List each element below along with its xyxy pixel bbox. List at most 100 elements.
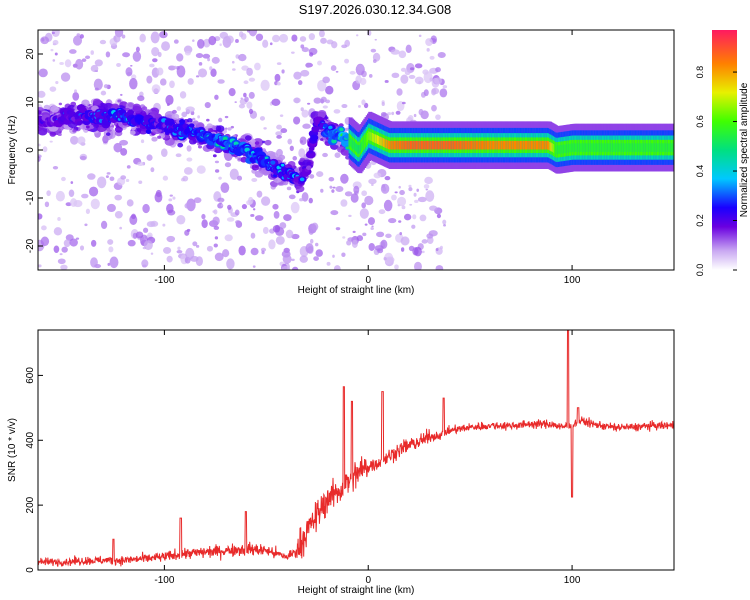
snr-panel: -100 0 100 0 200 400 600 Height of straight li…	[7, 329, 675, 596]
spectrogram-noise-blob	[185, 106, 195, 113]
spectrogram-noise-blob	[60, 72, 71, 82]
spectrogram-noise-blob	[113, 34, 121, 43]
spectrogram-noise-blob	[202, 53, 211, 59]
spectrogram-noise-blob	[368, 178, 377, 185]
spectrogram-noise-blob	[408, 187, 413, 192]
spectrogram-noise-blob	[322, 152, 328, 158]
spectrogram-noise-blob	[38, 213, 43, 220]
spectrogram-noise-blob	[335, 227, 341, 231]
spectrogram-noise-blob	[244, 96, 249, 103]
spectrogram-noise-blob	[88, 186, 99, 197]
spectrogram-noise-blob	[291, 51, 295, 54]
spectrogram-noise-blob	[428, 230, 438, 237]
spectrogram-noise-blob	[299, 198, 304, 202]
spectrogram-noise-blob	[186, 157, 193, 162]
spectrogram-noise-blob	[214, 252, 224, 262]
spectrogram-noise-blob	[326, 261, 331, 266]
spectrogram-spread-blob	[105, 132, 111, 136]
spectrogram-noise-blob	[49, 140, 53, 143]
spectrogram-noise-blob	[401, 205, 406, 210]
spectrogram-noise-blob	[72, 35, 83, 46]
spectrogram-noise-blob	[361, 202, 367, 209]
spectrogram-noise-blob	[297, 80, 303, 86]
spectrogram-spread-blob	[57, 132, 62, 137]
spectrogram-noise-blob	[291, 233, 300, 240]
spectrogram-noise-blob	[364, 195, 374, 206]
spectrogram-noise-blob	[315, 249, 323, 257]
spectrogram-noise-blob	[173, 65, 177, 70]
spectrogram-noise-blob	[391, 72, 400, 79]
spectrogram-noise-blob	[425, 190, 435, 202]
spectrogram-noise-blob	[120, 175, 127, 180]
spectrogram-spread-blob	[177, 142, 184, 148]
spectrogram-spread-blob	[171, 109, 177, 114]
spectrogram-noise-blob	[404, 69, 411, 76]
spectrogram-noise-blob	[126, 165, 131, 169]
spectrogram-noise-blob	[226, 258, 235, 270]
spectrogram-noise-blob	[425, 188, 429, 191]
spectrogram-spread-blob	[129, 130, 136, 136]
spectrogram-noise-blob	[318, 30, 325, 38]
spectrogram-noise-blob	[186, 228, 191, 232]
spectrogram-spread-blob	[278, 154, 286, 161]
spectrogram-noise-blob	[370, 48, 377, 53]
spectrogram-spread-blob	[230, 125, 234, 129]
spectrogram-noise-blob	[64, 59, 72, 68]
spectrogram-noise-blob	[243, 92, 247, 98]
spectrogram-noise-blob	[384, 80, 389, 83]
spectrogram-spread-blob	[58, 102, 63, 106]
spectrogram-noise-blob	[340, 173, 349, 184]
spectrogram-noise-blob	[331, 189, 335, 193]
spectrogram-noise-blob	[222, 249, 230, 258]
spectrogram-noise-blob	[368, 74, 373, 78]
spectrogram-noise-blob	[261, 250, 265, 255]
spectrogram-ridge-blob	[340, 139, 352, 148]
spectrogram-noise-blob	[260, 247, 267, 252]
spectrogram-noise-blob	[300, 107, 304, 112]
spectrogram-noise-blob	[75, 58, 84, 70]
spectrogram-noise-blob	[251, 177, 258, 183]
spectrogram-noise-blob	[212, 210, 216, 214]
spectrogram-noise-blob	[150, 220, 159, 227]
spectrogram-noise-blob	[161, 41, 171, 51]
spectrogram-noise-blob	[208, 35, 217, 46]
spectrogram-noise-blob	[272, 34, 281, 43]
spectrogram-ridge-blob	[311, 125, 320, 133]
spectrogram-noise-blob	[162, 223, 166, 227]
spectrogram-noise-blob	[214, 94, 219, 100]
spectrogram-noise-blob	[50, 48, 54, 52]
spectrogram-noise-blob	[79, 155, 87, 160]
spectrogram-noise-blob	[356, 34, 359, 37]
snr-xtick-label: 100	[564, 575, 581, 586]
spectrogram-noise-blob	[400, 67, 407, 72]
spectrogram-noise-blob	[330, 210, 339, 216]
spectrogram-spread-blob	[237, 157, 242, 161]
spectrogram-noise-blob	[373, 172, 382, 179]
spectrogram-noise-blob	[400, 74, 409, 84]
spectrogram-noise-blob	[99, 39, 107, 45]
spectrogram-noise-blob	[59, 253, 63, 256]
spectrogram-noise-blob	[225, 35, 234, 44]
spectrogram-noise-blob	[197, 68, 208, 78]
snr-xlabel: Height of straight line (km)	[298, 585, 415, 596]
spectrogram-noise-blob	[411, 224, 416, 229]
spectrogram-noise-blob	[70, 135, 79, 145]
spectrogram-noise-blob	[250, 247, 259, 256]
spectrogram-noise-blob	[262, 39, 269, 48]
snr-xtick-label: 0	[365, 575, 371, 586]
spectrogram-noise-blob	[226, 217, 235, 222]
spectrogram-noise-blob	[176, 106, 182, 111]
spectrogram-noise-blob	[388, 218, 397, 224]
spectrogram-noise-blob	[131, 74, 137, 80]
spectrogram-noise-blob	[150, 31, 160, 44]
snr-ytick-label: 0	[25, 567, 36, 573]
spectrogram-noise-blob	[442, 219, 447, 225]
spectrogram-noise-blob	[231, 60, 235, 64]
colorbar-tick-label: 0.0	[695, 264, 705, 277]
spectrogram-noise-blob	[114, 194, 123, 201]
spectrogram-noise-blob	[237, 175, 243, 181]
spectrogram-noise-blob	[380, 183, 390, 194]
spectrogram-noise-blob	[52, 59, 56, 62]
spectrogram-noise-blob	[280, 128, 288, 134]
spectrogram-noise-blob	[413, 261, 422, 270]
